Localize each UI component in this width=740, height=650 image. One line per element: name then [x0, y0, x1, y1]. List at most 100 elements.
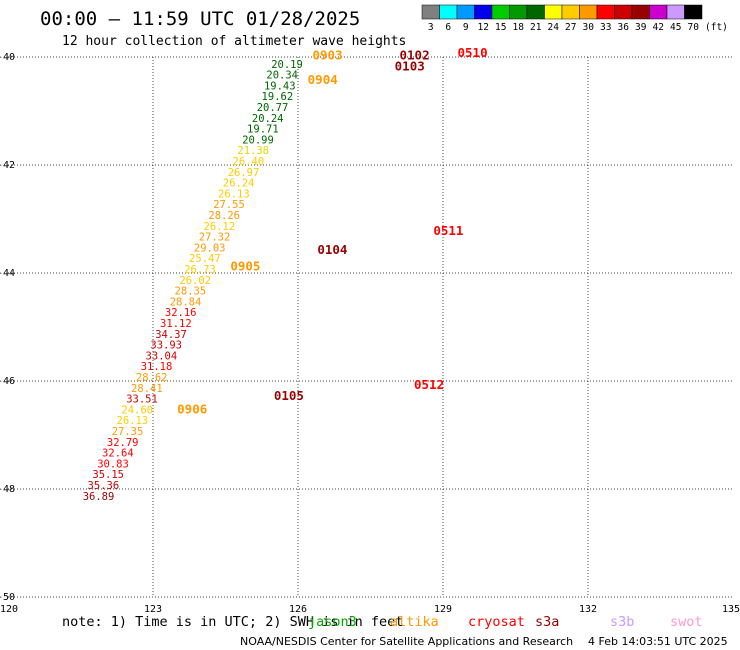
scale-label: 18 [513, 22, 525, 33]
footnote: note: 1) Time is in UTC; 2) SWH is in fe… [62, 614, 403, 630]
scale-swatch [649, 4, 668, 20]
scale-swatch [666, 4, 685, 20]
scale-swatch [421, 4, 440, 20]
y-tick-label: -50 [0, 592, 15, 603]
pass-id-label: 0510 [458, 45, 488, 60]
scale-label: 12 [478, 22, 489, 33]
scale-label: 15 [495, 22, 506, 33]
wave-height-label: 26.24 [223, 178, 255, 190]
x-tick-label: 126 [289, 604, 307, 615]
scale-label: 21 [530, 22, 542, 33]
y-tick-label: -46 [0, 376, 15, 387]
scale-label: 27 [565, 22, 576, 33]
wave-height-label: 33.04 [146, 350, 178, 362]
wave-height-label: 24.60 [121, 404, 153, 416]
wave-height-label: 26.97 [228, 167, 260, 179]
pass-id-label: 0904 [308, 72, 338, 87]
wave-height-label: 33.93 [150, 340, 182, 352]
scale-swatch [561, 4, 580, 20]
wave-height-label: 25.47 [189, 253, 221, 265]
y-tick-label: -44 [0, 268, 15, 279]
scale-label: 33 [600, 22, 611, 33]
scale-swatch [596, 4, 615, 20]
scale-unit: (ft) [705, 22, 728, 33]
wave-height-label: 27.35 [112, 426, 144, 438]
wave-height-label: 35.36 [88, 480, 120, 492]
scale-swatch [509, 4, 528, 20]
x-tick-label: 120 [0, 604, 18, 615]
wave-height-label: 26.12 [204, 221, 236, 233]
pass-id-label: 0512 [414, 377, 444, 392]
scale-label: 3 [428, 22, 434, 33]
scale-swatch [474, 4, 493, 20]
wave-height-label: 27.32 [199, 232, 231, 244]
wave-height-label: 26.13 [218, 188, 250, 200]
scale-swatch [684, 4, 703, 20]
x-tick-label: 123 [144, 604, 162, 615]
wave-height-label: 26.73 [184, 264, 216, 276]
wave-height-label: 20.77 [257, 102, 289, 114]
wave-height-label: 20.19 [271, 59, 303, 71]
satellite-jason3: jason3 [308, 614, 357, 630]
scale-label: 24 [548, 22, 560, 33]
grid-lines [8, 56, 733, 598]
scale-swatch [491, 4, 510, 20]
wave-height-label: 28.41 [131, 383, 163, 395]
satellite-cryosat: cryosat [468, 614, 525, 630]
wave-height-label: 29.03 [194, 242, 226, 254]
scale-swatch [544, 4, 563, 20]
wave-height-label: 28.26 [208, 210, 240, 222]
wave-height-label: 20.24 [252, 113, 284, 125]
wave-height-label: 28.84 [170, 296, 202, 308]
axis-ticks: 120 123 126 129 132 135 -40 -42 -44 -46 -48 -50 [0, 52, 740, 615]
scale-swatch [439, 4, 458, 20]
satellite-legend: jason3 altika cryosat s3a s3b swot [308, 614, 703, 630]
wave-height-label: 19.71 [247, 124, 279, 136]
scale-label: 6 [445, 22, 451, 33]
wave-height-label: 33.51 [126, 394, 158, 406]
chart-title: 00:00 – 11:59 UTC 01/28/2025 [40, 8, 360, 30]
wave-height-label: 20.99 [242, 134, 274, 146]
wave-height-label: 36.89 [83, 491, 115, 503]
wave-height-label: 30.83 [97, 458, 129, 470]
scale-label: 39 [635, 22, 647, 33]
y-tick-label: -40 [0, 52, 15, 63]
scale-swatch [614, 4, 633, 20]
scale-label: 30 [583, 22, 595, 33]
x-tick-label: 132 [579, 604, 597, 615]
scale-label: 9 [463, 22, 469, 33]
pass-id-label: 0906 [177, 401, 207, 416]
wave-height-label: 26.40 [233, 156, 265, 168]
satellite-altika: altika [390, 614, 439, 630]
x-tick-label: 135 [722, 604, 740, 615]
wave-height-label: 26.13 [117, 415, 149, 427]
scale-label: 45 [670, 22, 681, 33]
pass-id-label: 0903 [313, 48, 343, 63]
satellite-s3a: s3a [535, 614, 559, 630]
wave-height-label: 27.55 [213, 199, 245, 211]
credit-text: NOAA/NESDIS Center for Satellite Applica… [240, 635, 573, 648]
pass-id-label: 0511 [433, 223, 463, 238]
y-tick-label: -48 [0, 484, 15, 495]
wave-height-label: 28.62 [136, 372, 168, 384]
scale-label: 70 [688, 22, 700, 33]
data-marks: 20.1920.3419.4319.6220.7720.2419.7120.99… [83, 59, 303, 503]
wave-height-label: 34.37 [155, 329, 187, 341]
wave-height-label: 32.16 [165, 307, 197, 319]
pass-id-label: 0103 [395, 59, 425, 74]
wave-height-label: 20.34 [266, 70, 298, 82]
wave-height-label: 19.62 [262, 91, 294, 103]
scale-label: 42 [653, 22, 664, 33]
chart-subtitle: 12 hour collection of altimeter wave hei… [62, 34, 406, 49]
wave-height-label: 31.12 [160, 318, 192, 330]
wave-height-label: 21.38 [237, 145, 269, 157]
y-tick-label: -42 [0, 160, 15, 171]
wave-height-label: 35.15 [92, 469, 124, 481]
pass-id-label: 0102 [400, 48, 430, 63]
scale-swatch [579, 4, 598, 20]
wave-height-label: 19.43 [264, 80, 296, 92]
color-scale: 3 6 9 12 15 18 21 24 27 30 33 36 39 42 45 70 (ft) [421, 4, 728, 33]
pass-id-label: 0105 [274, 388, 304, 403]
